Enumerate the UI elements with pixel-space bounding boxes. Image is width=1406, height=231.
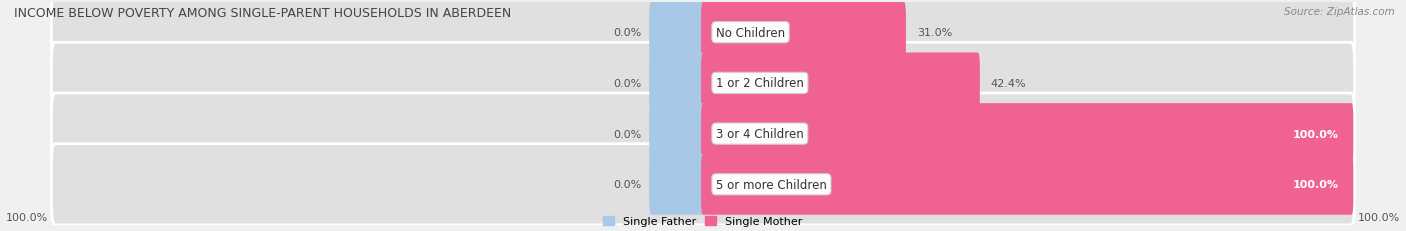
Text: 1 or 2 Children: 1 or 2 Children	[716, 77, 804, 90]
FancyBboxPatch shape	[650, 104, 704, 164]
FancyBboxPatch shape	[650, 53, 704, 114]
Text: No Children: No Children	[716, 27, 785, 40]
FancyBboxPatch shape	[702, 53, 980, 114]
Text: 0.0%: 0.0%	[613, 79, 641, 88]
Text: INCOME BELOW POVERTY AMONG SINGLE-PARENT HOUSEHOLDS IN ABERDEEN: INCOME BELOW POVERTY AMONG SINGLE-PARENT…	[14, 7, 512, 20]
Text: 31.0%: 31.0%	[917, 28, 952, 38]
FancyBboxPatch shape	[650, 154, 704, 215]
Text: 0.0%: 0.0%	[613, 28, 641, 38]
FancyBboxPatch shape	[702, 3, 905, 63]
Text: 0.0%: 0.0%	[613, 129, 641, 139]
FancyBboxPatch shape	[650, 3, 704, 63]
FancyBboxPatch shape	[702, 154, 1354, 215]
Legend: Single Father, Single Mother: Single Father, Single Mother	[599, 211, 807, 231]
FancyBboxPatch shape	[52, 94, 1354, 174]
Text: 3 or 4 Children: 3 or 4 Children	[716, 128, 804, 140]
Text: 5 or more Children: 5 or more Children	[716, 178, 827, 191]
Text: 100.0%: 100.0%	[1358, 212, 1400, 222]
Text: Source: ZipAtlas.com: Source: ZipAtlas.com	[1284, 7, 1395, 17]
FancyBboxPatch shape	[52, 144, 1354, 225]
Text: 100.0%: 100.0%	[1292, 179, 1339, 189]
Text: 0.0%: 0.0%	[613, 179, 641, 189]
FancyBboxPatch shape	[702, 104, 1354, 164]
Text: 100.0%: 100.0%	[6, 212, 48, 222]
FancyBboxPatch shape	[52, 43, 1354, 124]
FancyBboxPatch shape	[52, 0, 1354, 73]
Text: 100.0%: 100.0%	[1292, 129, 1339, 139]
Text: 42.4%: 42.4%	[991, 79, 1026, 88]
